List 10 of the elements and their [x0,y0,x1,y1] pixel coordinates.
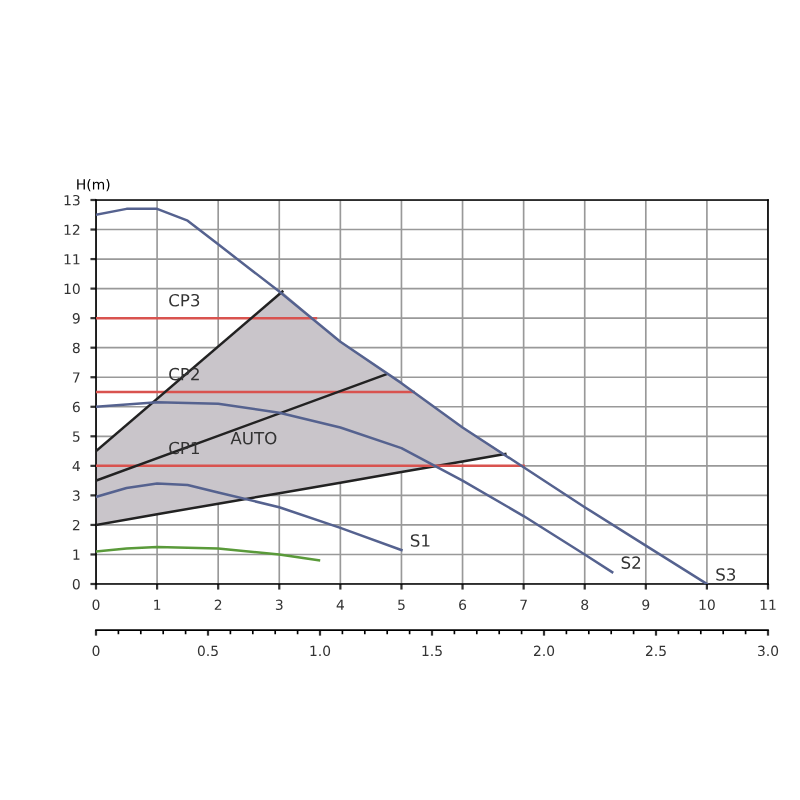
line-series [96,401,614,574]
line-series [96,545,321,562]
series-label: S3 [716,568,736,581]
annotation: AUTO [230,431,277,445]
line-series [96,482,403,552]
line-series [96,452,507,527]
series-label: S2 [621,556,641,569]
series-label: S1 [410,534,430,547]
line-series [96,207,709,584]
series-label: CP3 [169,293,200,307]
